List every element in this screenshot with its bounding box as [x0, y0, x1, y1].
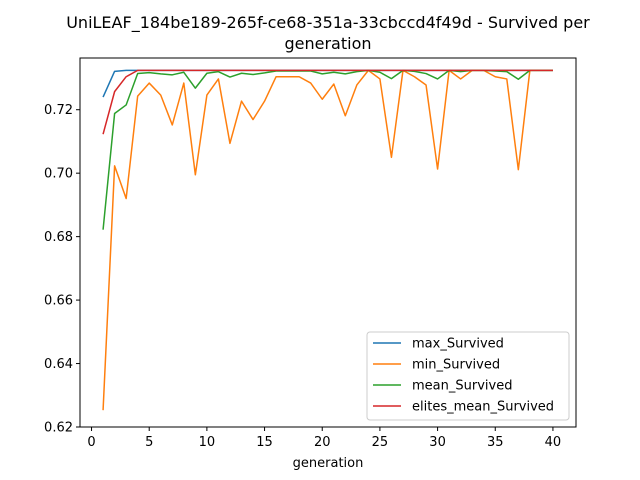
x-tick-label: 25	[372, 435, 389, 450]
x-tick-label: 0	[87, 435, 95, 450]
x-tick-label: 5	[145, 435, 153, 450]
y-tick-label: 0.70	[44, 167, 73, 182]
x-tick-label: 10	[199, 435, 216, 450]
x-tick-label: 30	[429, 435, 446, 450]
x-axis-label: generation	[293, 456, 364, 471]
legend-label-max_Survived: max_Survived	[412, 337, 504, 352]
legend-label-mean_Survived: mean_Survived	[412, 379, 512, 394]
plot-area-frame	[79, 57, 577, 428]
series-line-mean_Survived	[102, 69, 553, 230]
x-tick-label: 15	[256, 435, 273, 450]
chart-title-line-2: generation	[284, 34, 371, 53]
chart-title-line-1: UniLEAF_184be189-265f-ce68-351a-33cbccd4…	[66, 13, 590, 33]
y-tick-label: 0.68	[44, 230, 73, 245]
x-tick-label: 35	[487, 435, 504, 450]
x-tick-label: 20	[314, 435, 331, 450]
series-line-elites_mean_Survived	[102, 69, 553, 135]
legend: max_Survived min_Survived mean_Survivedeli…	[366, 331, 570, 421]
legend-label-elites_mean_Survived: elites_mean_Survived	[412, 400, 554, 415]
series-group	[102, 69, 553, 411]
y-axis: 0.62 0.64 0.66 0.68 0.70 0.72	[44, 103, 80, 436]
x-tick-label: 40	[545, 435, 562, 450]
legend-box	[366, 331, 570, 421]
x-axis: 0 5 10 15 20 25 30 35 40	[87, 427, 561, 450]
y-tick-label: 0.62	[44, 421, 73, 436]
y-tick-label: 0.72	[44, 103, 73, 118]
y-tick-label: 0.64	[44, 357, 73, 372]
y-tick-label: 0.66	[44, 294, 73, 309]
legend-label-min_Survived: min_Survived	[412, 358, 500, 373]
